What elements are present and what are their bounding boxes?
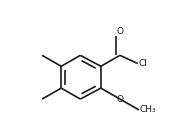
Text: CH₃: CH₃ bbox=[140, 105, 156, 115]
Text: O: O bbox=[116, 95, 124, 104]
Text: O: O bbox=[116, 26, 124, 35]
Text: Cl: Cl bbox=[138, 59, 147, 68]
